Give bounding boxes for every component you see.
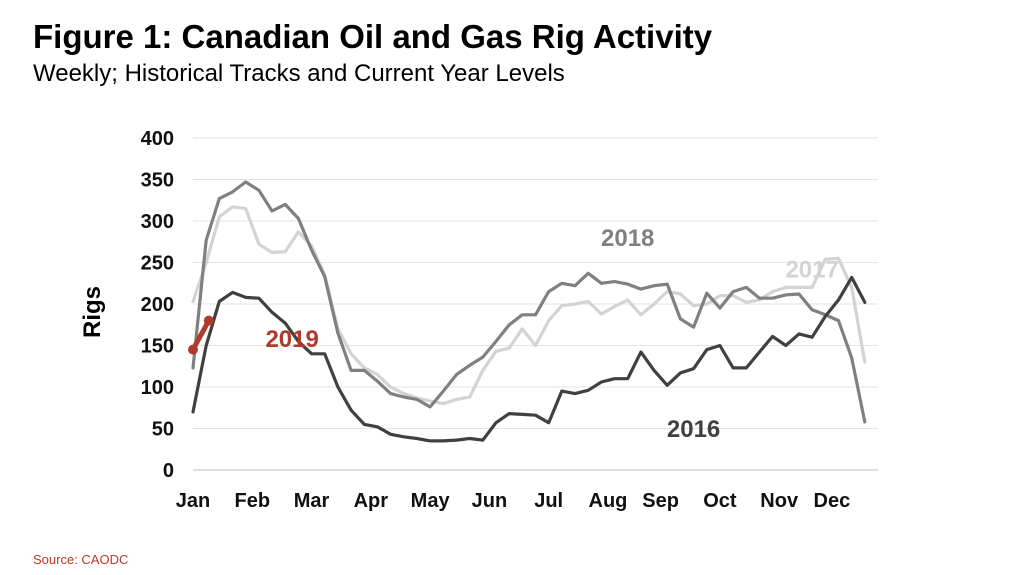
x-tick-label: Jan	[176, 490, 210, 512]
series-point-2019	[188, 344, 198, 355]
x-axis-ticks: Jan Feb Mar Apr May Jun Jul Aug Sep Oct Nov Dec	[176, 490, 850, 512]
series-label-2019: 2019	[265, 326, 318, 353]
series-label-2017: 2017	[785, 256, 838, 283]
x-tick-label: Feb	[234, 490, 270, 512]
x-tick-label: Jul	[534, 490, 563, 512]
y-axis-ticks: 0 50 100 150 200 250 300 350 400	[141, 128, 174, 482]
x-tick-label: Apr	[354, 490, 389, 512]
y-tick-label: 300	[141, 211, 174, 233]
source-note: Source: CAODC	[33, 552, 129, 567]
series-line-2019	[190, 318, 212, 353]
y-tick-label: 0	[163, 460, 174, 482]
x-tick-label: Sep	[642, 490, 679, 512]
x-tick-label: Nov	[760, 490, 799, 512]
x-tick-label: Oct	[703, 490, 737, 512]
x-tick-label: Jun	[472, 490, 508, 512]
chart-title: Figure 1: Canadian Oil and Gas Rig Activ…	[33, 18, 713, 55]
y-tick-label: 100	[141, 377, 174, 399]
series-line-2016	[191, 275, 867, 443]
y-tick-label: 250	[141, 253, 174, 275]
y-axis-label: Rigs	[79, 286, 106, 338]
series-label-2016: 2016	[667, 416, 720, 443]
y-tick-label: 350	[141, 170, 174, 192]
series-line-2017	[191, 205, 867, 406]
x-tick-label: Dec	[814, 490, 851, 512]
series-line-2018	[191, 180, 867, 424]
x-tick-label: Mar	[294, 490, 330, 512]
series-point-2019	[203, 315, 214, 326]
series-lines	[188, 180, 867, 443]
x-tick-label: Aug	[589, 490, 628, 512]
y-tick-label: 200	[141, 294, 174, 316]
y-tick-label: 50	[152, 419, 174, 441]
y-tick-label: 400	[141, 128, 174, 150]
x-tick-label: May	[411, 490, 451, 512]
series-labels: 2017 2018 2016 2019	[265, 225, 838, 443]
series-label-2018: 2018	[601, 225, 654, 252]
grid-lines	[193, 137, 878, 429]
y-tick-label: 150	[141, 336, 174, 358]
chart-subtitle: Weekly; Historical Tracks and Current Ye…	[33, 60, 565, 87]
